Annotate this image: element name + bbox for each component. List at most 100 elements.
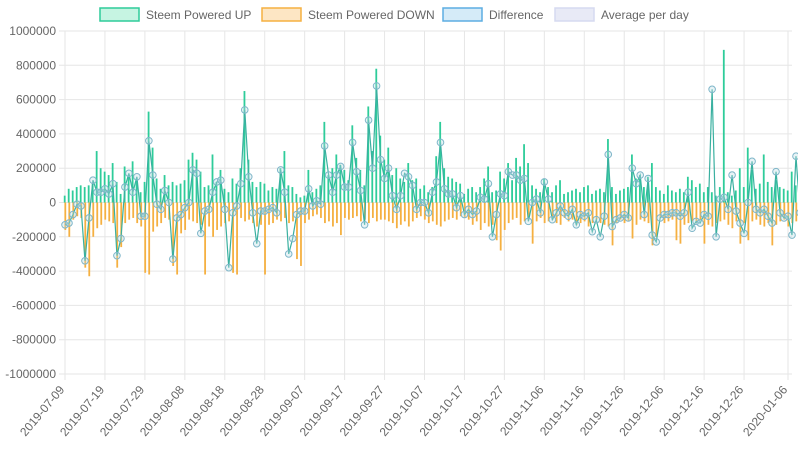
difference-point [304,184,313,193]
bar-down [352,202,354,218]
bar-down [435,202,438,225]
bar-down [96,202,99,229]
difference-point [408,181,417,190]
y-tick-label-4: 200000 [16,161,56,175]
difference-point [604,150,613,159]
difference-point [224,263,233,272]
bar-down [475,202,478,222]
bar-up [611,187,613,203]
bar-up [199,171,202,203]
difference-point [197,229,205,238]
bar-up [543,178,545,203]
bar-up [698,183,701,203]
bar-down [631,202,634,239]
difference-point [105,190,113,198]
bar-down [256,202,258,227]
difference-point [288,234,297,243]
y-tick-label-2: 600000 [16,93,56,107]
bar-down [451,202,454,218]
difference-point [157,205,165,214]
bar-up [191,152,194,203]
difference-point [208,188,217,197]
bar-up [387,147,390,203]
y-tick-label-0: 1000000 [9,24,56,38]
difference-point [524,217,533,226]
bar-down [100,202,103,225]
difference-point [101,184,109,193]
bar-up [563,193,565,203]
bar-up [423,185,426,203]
difference-point [432,178,441,186]
bar-up [511,180,513,203]
difference-point [420,198,429,207]
bar-down [423,202,426,220]
bar-down [84,202,87,268]
bar-down [459,202,462,217]
bar-up [527,163,529,203]
bar-up [682,192,685,203]
bar-up [167,185,170,203]
bar-up [275,188,278,203]
bar-up [519,166,521,203]
bar-up [507,163,509,203]
difference-point [788,231,796,239]
difference-point [724,205,732,214]
bar-down [487,202,490,227]
bar-down [511,202,514,220]
difference-point [776,208,784,217]
bar-up [243,91,246,203]
difference-point [300,207,309,215]
difference-point [472,207,481,215]
difference-point [784,212,792,221]
legend-label-3: Average per day [601,8,689,22]
difference-point [632,179,641,188]
bar-up [339,164,342,203]
bar-down [655,202,658,237]
bar-down [156,202,159,227]
bar-up [363,185,366,203]
bar-down [687,202,690,224]
bar-down [607,202,610,227]
bar-down [320,202,322,218]
bar-up [291,187,294,203]
bar-up [127,175,130,203]
bar-up [347,180,350,203]
bar-up [710,192,713,203]
bar-down [791,202,794,224]
difference-point [508,171,517,179]
y-tick-label-7: -400000 [12,264,56,278]
bar-down [371,202,374,218]
bar-up [758,183,761,203]
bar-up [746,147,749,203]
bar-up [411,180,414,203]
difference-point [320,142,329,150]
bar-up [483,178,486,203]
difference-point [688,224,696,233]
bar-up [503,178,505,203]
difference-point [169,255,177,263]
difference-point [500,191,509,200]
bar-down [324,202,326,224]
difference-point [201,207,209,215]
difference-point [780,214,788,222]
difference-point [792,152,798,160]
bar-down [184,202,187,230]
y-tick-label-5: 0 [49,196,56,210]
bar-up [635,178,637,203]
bar-up [375,68,378,203]
difference-point [768,219,776,227]
difference-point [520,174,529,183]
bar-down [439,202,442,227]
difference-point [652,238,660,246]
difference-point [380,174,389,183]
bar-up [307,169,310,203]
difference-point [181,203,189,212]
bar-up [734,190,737,203]
bar-down [120,202,123,248]
bar-down [691,202,694,222]
bar-up [143,181,146,203]
difference-point [536,208,545,217]
difference-point [125,169,133,178]
difference-point [212,178,221,186]
difference-point [220,205,229,214]
